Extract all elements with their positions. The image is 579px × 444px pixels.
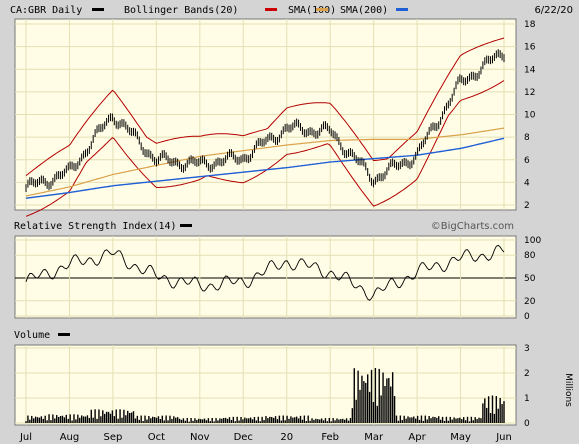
rsi-legend-swatch: [180, 224, 192, 227]
volume-tick-label: 1: [524, 394, 530, 404]
rsi-tick-label: 0: [524, 312, 530, 322]
price-legend-swatch: [92, 8, 104, 11]
volume-tick-label: 3: [524, 344, 530, 354]
x-tick-label: Sep: [103, 432, 122, 443]
bollinger-upper-line: [25, 37, 505, 176]
price-bars: [25, 49, 505, 192]
x-tick-label: Jul: [19, 432, 32, 443]
x-tick-label: Apr: [408, 432, 426, 443]
price-tick-label: 10: [524, 111, 536, 121]
symbol-label: CA:GBR Daily: [10, 5, 82, 16]
price-tick-label: 14: [524, 65, 536, 75]
x-tick-label: Nov: [190, 432, 210, 443]
volume-tick-label: 2: [524, 369, 530, 379]
price-grid: [15, 19, 516, 210]
x-tick-label: May: [450, 432, 471, 443]
rsi-tick-label: 50: [524, 274, 536, 284]
legend-bollinger-swatch: [265, 8, 277, 11]
volume-panel: [14, 344, 517, 426]
x-axis: Jul Aug Sep Oct Nov Dec 20 Feb Mar Apr May Jun: [19, 432, 512, 443]
x-tick-label: Jun: [495, 432, 512, 443]
x-tick-label: Mar: [364, 432, 384, 443]
volume-unit-label: Millions: [563, 373, 573, 407]
price-tick-label: 2: [524, 201, 530, 211]
legend-sma200-swatch: [396, 8, 408, 11]
price-tick-label: 18: [524, 20, 536, 30]
chart-header: CA:GBR Daily Bollinger Bands(20) SMA(100…: [10, 5, 573, 16]
rsi-line: [25, 244, 505, 301]
x-tick-label: Oct: [148, 432, 165, 443]
price-tick-label: 4: [524, 178, 530, 188]
price-tick-label: 6: [524, 156, 530, 166]
volume-y-axis: 0 1 2 3: [524, 344, 530, 429]
volume-tick-label: 0: [524, 419, 530, 429]
volume-legend-swatch: [58, 333, 70, 336]
x-tick-label: Dec: [234, 432, 253, 443]
legend-sma100-label: SMA(100): [288, 5, 336, 16]
x-tick-label: Aug: [60, 432, 80, 443]
price-tick-label: 16: [524, 43, 536, 53]
price-tick-label: 8: [524, 133, 530, 143]
legend-sma100-swatch: [316, 8, 328, 11]
volume-title: Volume: [14, 330, 50, 341]
rsi-grid: [15, 236, 516, 318]
price-y-axis: 2 4 6 8 10 12 14 16 18: [524, 20, 536, 211]
watermark: ©BigCharts.com: [431, 221, 514, 232]
rsi-y-axis: 0 20 50 80 100: [524, 236, 541, 322]
rsi-panel: [14, 235, 517, 319]
bollinger-lower-line: [25, 80, 505, 217]
volume-bars: [25, 368, 505, 423]
chart-date: 6/22/20: [534, 5, 573, 16]
rsi-tick-label: 20: [524, 297, 536, 307]
rsi-tick-label: 80: [524, 251, 536, 261]
legend-sma200-label: SMA(200): [340, 5, 388, 16]
x-tick-label: 20: [280, 432, 293, 443]
x-tick-label: Feb: [321, 432, 339, 443]
sma200-line: [25, 137, 505, 199]
price-tick-label: 12: [524, 88, 535, 98]
sma100-line: [25, 127, 505, 197]
rsi-title: Relative Strength Index(14): [14, 221, 177, 232]
legend-bollinger-label: Bollinger Bands(20): [124, 5, 238, 16]
rsi-tick-label: 100: [524, 236, 541, 246]
